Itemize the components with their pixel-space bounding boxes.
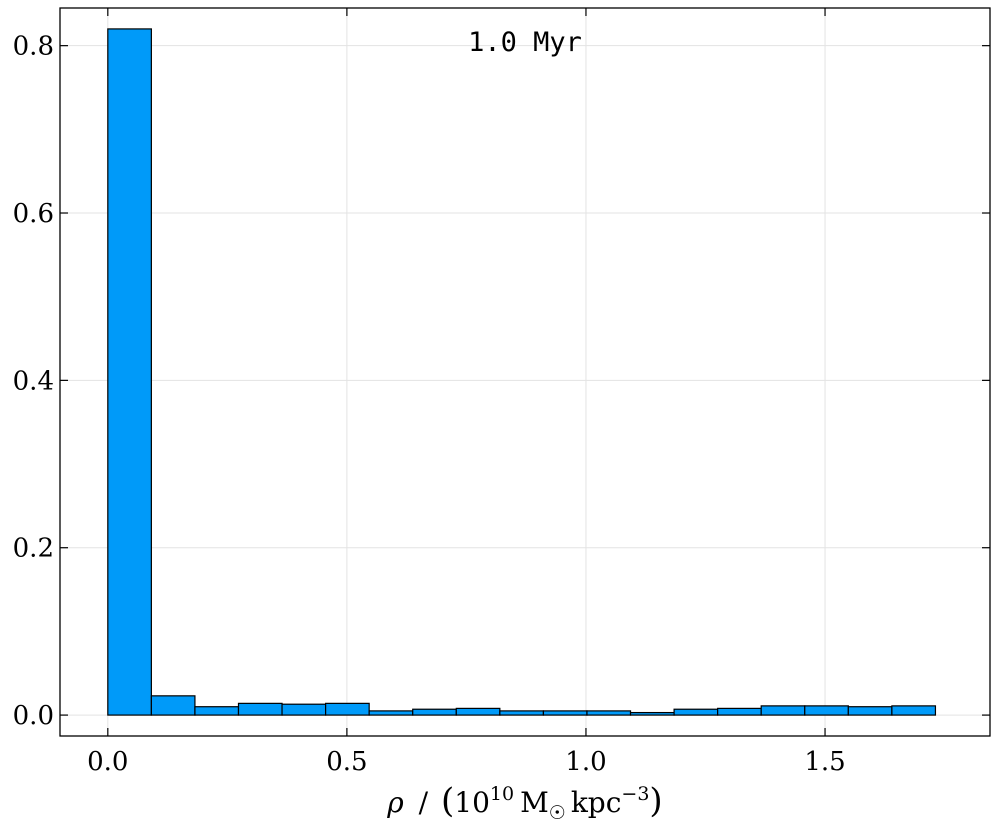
histogram-bar (542, 710, 588, 716)
histogram-bar (368, 710, 414, 716)
x-axis-exponent: 10 (490, 783, 514, 805)
tick-labels: 0.0 0.5 1.0 1.5 0.0 0.2 0.4 0.6 0.8 (13, 32, 846, 777)
x-tick-label: 1.0 (565, 747, 606, 777)
histogram-bar (499, 710, 545, 716)
x-axis-unit-exp: −3 (621, 783, 649, 805)
y-tick-label: 0.0 (13, 701, 54, 731)
histogram-bar (629, 711, 675, 716)
x-axis-unit-len: kpc (571, 786, 622, 819)
x-axis-title: ρ / (1010 M☉ kpc−3) (386, 781, 662, 824)
x-tick-label: 0.0 (87, 747, 128, 777)
grid-lines (60, 8, 990, 736)
histogram-bar (804, 705, 849, 716)
histogram-bar (281, 703, 327, 716)
histogram-bar (237, 702, 283, 716)
histogram-bar (891, 705, 937, 716)
plot-frame (59, 7, 991, 737)
y-tick-label: 0.2 (13, 534, 54, 564)
histogram-bar (586, 710, 632, 716)
histogram-bar (760, 705, 806, 716)
x-tick-label: 0.5 (326, 747, 367, 777)
histogram-bar (325, 702, 370, 716)
histogram-bar (673, 708, 719, 716)
x-axis-slash: / (419, 786, 429, 819)
x-tick-label: 1.5 (804, 747, 845, 777)
x-axis-unit-mass: M (520, 786, 549, 819)
x-axis-symbol: ρ (386, 786, 404, 819)
y-tick-label: 0.6 (13, 199, 54, 229)
y-tick-label: 0.4 (13, 366, 54, 396)
time-annotation: 1.0 Myr (468, 27, 582, 58)
histogram-bar (150, 695, 196, 716)
x-axis-mantissa: 10 (454, 786, 490, 819)
histogram-bar (107, 28, 152, 716)
histogram-bar (717, 707, 762, 716)
histogram-bar (194, 706, 240, 716)
histogram-bar (455, 707, 501, 716)
y-tick-label: 0.8 (13, 32, 54, 62)
x-axis-unit-sun: ☉ (549, 802, 566, 824)
histogram-bar (847, 706, 893, 716)
histogram-bars (107, 28, 937, 716)
axis-ticks (60, 8, 990, 736)
histogram-bar (412, 708, 457, 716)
